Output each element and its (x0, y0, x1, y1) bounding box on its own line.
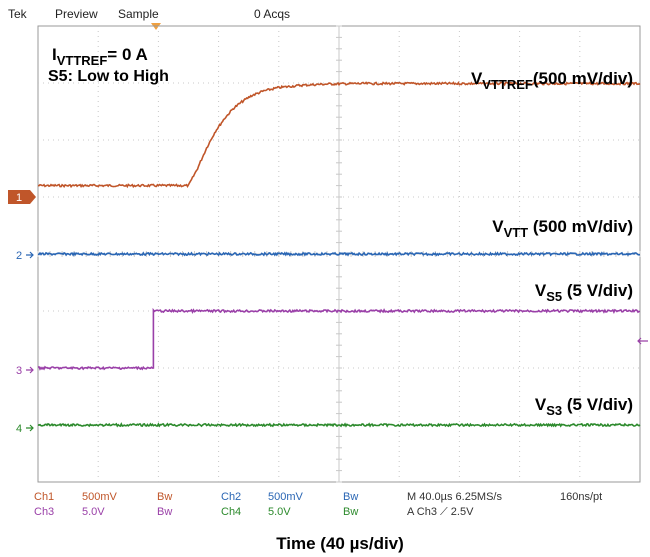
channel-marker-4: 4 (16, 423, 34, 435)
trigger-level-arrow (637, 337, 648, 345)
mode-label: Preview (55, 7, 98, 21)
channel-marker-1: 1 (8, 190, 36, 204)
series-label-vs3: VS3 (5 V/div) (535, 395, 633, 418)
trace-ch4 (37, 422, 641, 428)
series-label-vs5: VS5 (5 V/div) (535, 281, 633, 304)
ch2-readout-scale: 500mV (268, 491, 304, 503)
ch1-marker-label: 1 (16, 192, 22, 204)
acq-mode-label: Sample (118, 7, 159, 21)
channel-marker-3: 3 (16, 365, 34, 377)
trace-ch2 (37, 251, 641, 257)
trace-ch1 (37, 81, 641, 189)
ch1-readout-bw: Bw (157, 491, 172, 503)
condition-line2: S5: Low to High (48, 68, 169, 85)
ch4-marker-label: 4 (16, 423, 22, 435)
ch3-readout-bw: Bw (157, 506, 172, 518)
channel-marker-2: 2 (16, 250, 34, 262)
ch1-readout-scale: 500mV (82, 491, 118, 503)
ch3-readout-scale: 5.0V (82, 506, 105, 518)
ch4-readout-label: Ch4 (221, 506, 241, 518)
trace-ch3 (37, 307, 641, 371)
ch3-readout-label: Ch3 (34, 506, 54, 518)
ch3-marker-label: 3 (16, 365, 22, 377)
brand-label: Tek (8, 7, 28, 21)
ch2-readout-bw: Bw (343, 491, 358, 503)
resolution-readout: 160ns/pt (560, 491, 602, 503)
timebase-readout: M 40.0µs 6.25MS/s (407, 491, 502, 503)
readout-row-1: Ch1 500mV Bw Ch2 500mV Bw M 40.0µs 6.25M… (34, 491, 602, 503)
waveform-traces (37, 81, 641, 428)
ch4-readout-bw: Bw (343, 506, 358, 518)
condition-line1: IVTTREF= 0 A (52, 45, 148, 68)
acq-count-label: 0 Acqs (254, 7, 290, 21)
ch1-readout-label: Ch1 (34, 491, 54, 503)
ch4-readout-scale: 5.0V (268, 506, 291, 518)
ch2-readout-label: Ch2 (221, 491, 241, 503)
ch2-marker-label: 2 (16, 250, 22, 262)
x-axis-label: Time (40 µs/div) (276, 534, 404, 553)
trigger-readout: A Ch3 ⟋ 2.5V (407, 506, 474, 518)
series-label-vttref: VVTTREF(500 mV/div) (471, 69, 633, 92)
series-label-vtt: VVTT (500 mV/div) (492, 217, 633, 240)
readout-row-2: Ch3 5.0V Bw Ch4 5.0V Bw A Ch3 ⟋ 2.5V (34, 506, 474, 518)
